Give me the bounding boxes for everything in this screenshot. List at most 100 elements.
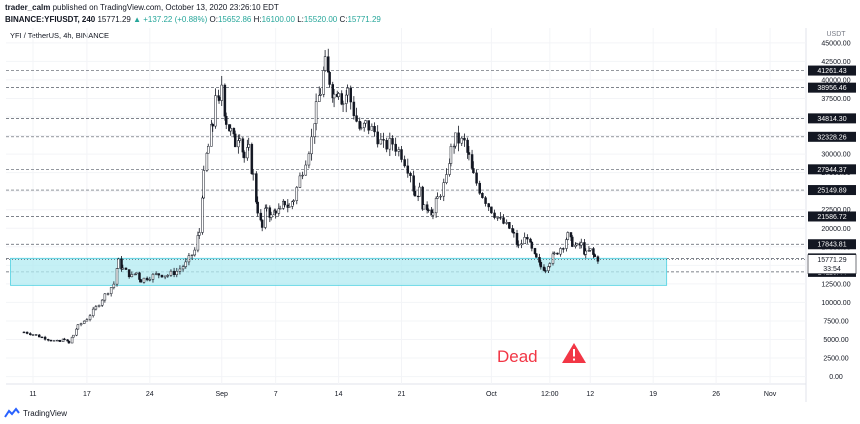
candle-body [40, 336, 44, 339]
candle-body [301, 174, 304, 177]
candle-body [91, 308, 95, 316]
chart-header: trader_calm published on TradingView.com… [0, 0, 860, 28]
candle-body [439, 195, 442, 198]
candle-body [596, 256, 600, 262]
candle-body [58, 340, 62, 342]
candle-body [556, 252, 559, 255]
candle-body [467, 152, 471, 155]
candle-body [511, 228, 514, 233]
x-tick-label: 24 [146, 391, 154, 398]
candle-body [34, 334, 38, 336]
candle-body [523, 237, 526, 244]
candle-body [112, 283, 116, 288]
candle-body [202, 170, 206, 199]
candle-body [287, 206, 291, 208]
candle-body [394, 143, 397, 152]
candle-body [340, 93, 343, 105]
candle-body [66, 339, 69, 342]
candle-body [163, 275, 167, 278]
candle-body [154, 273, 158, 275]
candle-body [413, 190, 417, 197]
x-tick-label: 19 [649, 391, 657, 398]
candle-body [46, 339, 50, 341]
candle-body [526, 237, 529, 240]
candle-body [314, 101, 318, 124]
candle-body [196, 235, 200, 251]
candle-body [283, 200, 286, 206]
candle-body [49, 339, 53, 342]
candle-body [130, 274, 134, 278]
candle-body [256, 201, 259, 214]
time-axis[interactable]: 11 17 24 Sep 7 14 21 Oct 12:00 12 19 26 Nov [29, 391, 776, 398]
candle-body [481, 193, 484, 198]
candle-body [274, 210, 277, 214]
candle-body [265, 207, 268, 209]
level-label-bg [808, 131, 856, 142]
candle-body [445, 174, 448, 183]
candle-body [436, 196, 439, 199]
candle-body [238, 138, 241, 141]
candle-body [362, 122, 366, 128]
candle-body [535, 253, 538, 258]
y-tick-label: 0.00 [829, 374, 843, 381]
x-tick-label: Oct [486, 391, 497, 398]
candle-body [211, 124, 214, 127]
y-tick-label: 2500.00 [823, 356, 848, 363]
candle-body [124, 267, 128, 270]
candle-body [70, 336, 74, 344]
candle-body [409, 173, 412, 176]
candle-body [448, 163, 451, 175]
candle-body [103, 293, 107, 301]
demand-zone[interactable] [10, 257, 668, 286]
candle-body [382, 139, 385, 141]
candle-body [460, 137, 463, 144]
candle-body [530, 242, 534, 249]
level-label: 17843.81 [817, 242, 846, 249]
candle-body [307, 153, 311, 166]
candle-body [512, 232, 516, 234]
candle-body [539, 262, 543, 268]
candle-body [544, 270, 547, 272]
candle-body [313, 123, 317, 138]
candle-body [217, 97, 221, 101]
candle-body [547, 266, 550, 271]
candle-body [206, 146, 210, 154]
dead-annotation[interactable]: Dead [497, 347, 538, 366]
candle-body [388, 138, 392, 150]
tradingview-branding[interactable]: TradingView [4, 405, 67, 421]
candle-body [117, 258, 120, 269]
candle-body [319, 94, 322, 96]
y-tick-label: 22500.00 [821, 207, 850, 214]
candle-body [201, 197, 204, 233]
x-tick-label: 14 [335, 391, 343, 398]
candle-body [142, 277, 146, 283]
candle-body [193, 249, 197, 256]
candle-body [463, 137, 466, 141]
candle-body [562, 248, 565, 250]
x-tick-label: 7 [274, 391, 278, 398]
candle-body [431, 212, 435, 216]
candle-body [553, 252, 556, 255]
candle-body [326, 56, 330, 73]
price-change: ▲ +137.22 (+0.88%) [133, 15, 208, 24]
warning-icon[interactable] [562, 343, 586, 363]
candle-body [106, 293, 110, 295]
level-label-bg [808, 65, 856, 76]
candle-body [425, 204, 429, 211]
level-label: 41261.43 [817, 68, 846, 75]
candle-body [251, 173, 255, 175]
candle-body [470, 154, 474, 169]
candle-body [427, 209, 430, 211]
candle-body [246, 147, 249, 159]
current-price-label: 15771.29 [817, 257, 846, 264]
candle-body [359, 127, 363, 129]
symbol-info[interactable]: BINANCE:YFIUSDT, 240 [5, 15, 96, 24]
candle-body [22, 331, 26, 334]
level-label-bg [808, 164, 856, 175]
candle-body [403, 159, 406, 167]
candle-body [551, 253, 555, 264]
candle-body [259, 212, 263, 221]
author-name[interactable]: trader_calm [5, 3, 51, 12]
candle-body [318, 95, 321, 102]
